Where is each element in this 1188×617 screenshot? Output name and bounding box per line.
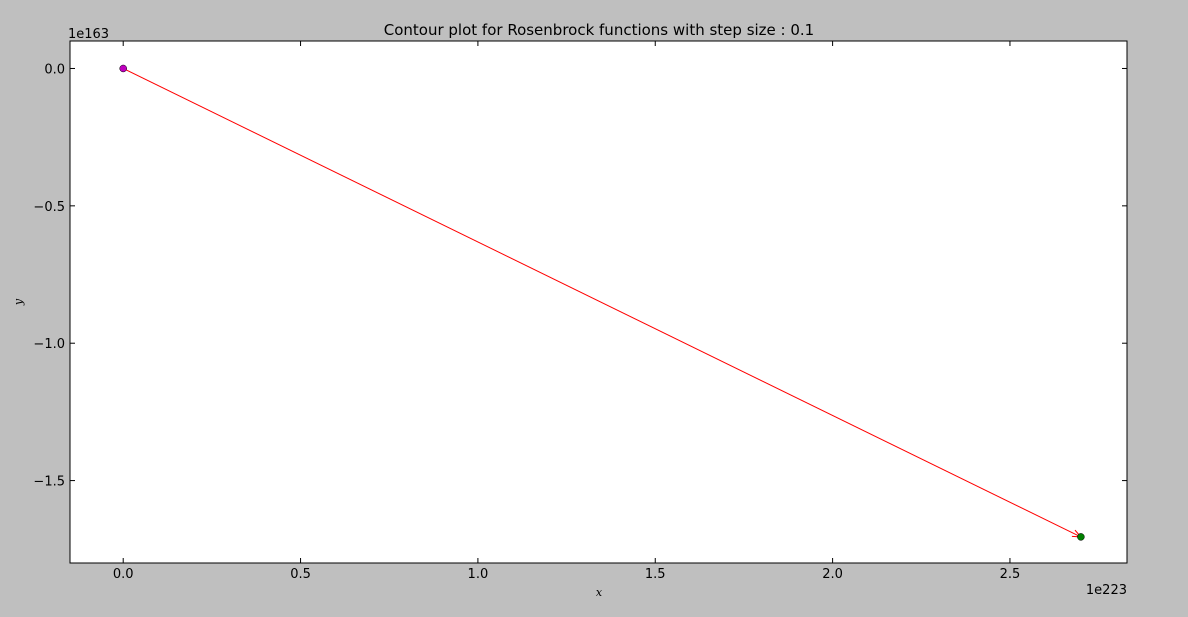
x-axis-label: x (596, 586, 603, 599)
path-arrow-line (122, 68, 1082, 538)
y-tick-label: −1.5 (33, 475, 65, 490)
x-tick-label: 2.5 (1000, 567, 1021, 582)
y-tick-label: −0.5 (33, 200, 65, 215)
y-tick-label: 0.0 (44, 62, 65, 77)
end-point-marker (1077, 533, 1085, 541)
y-ticks: 0.0 −0.5 −1.0 −1.5 (33, 62, 1127, 490)
y-axis-label: y (12, 298, 25, 306)
x-tick-label: 0.5 (290, 567, 311, 582)
chart-title: Contour plot for Rosenbrock functions wi… (384, 21, 814, 39)
plot-marks (119, 64, 1085, 541)
x-ticks: 0.0 0.5 1.0 1.5 2.0 2.5 (113, 41, 1020, 582)
y-offset-label: 1e163 (68, 27, 109, 42)
x-tick-label: 2.0 (822, 567, 843, 582)
x-tick-label: 0.0 (113, 567, 134, 582)
x-offset-label: 1e223 (1086, 583, 1127, 598)
x-tick-label: 1.0 (468, 567, 489, 582)
x-tick-label: 1.5 (645, 567, 666, 582)
plot-area (69, 40, 1128, 564)
start-point-marker (119, 64, 127, 73)
y-tick-label: −1.0 (33, 337, 65, 352)
